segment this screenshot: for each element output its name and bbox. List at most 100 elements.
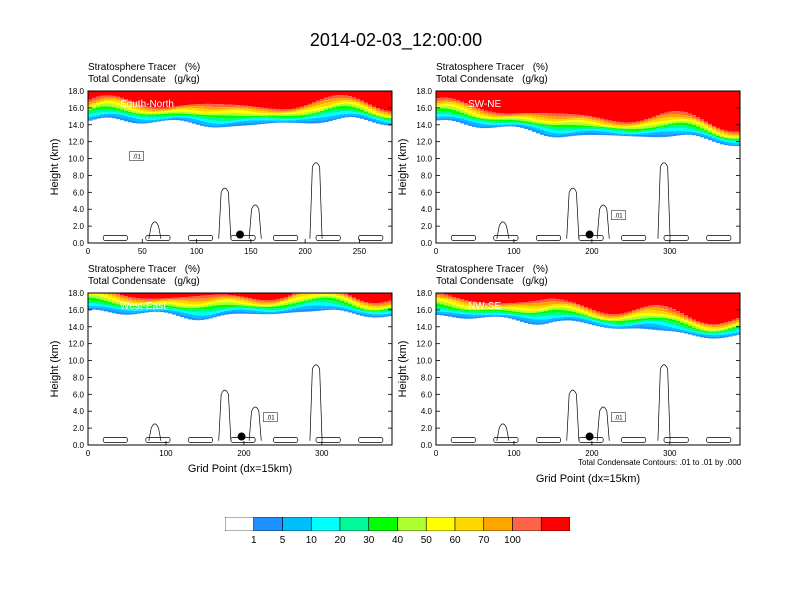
tracer-band <box>292 109 297 111</box>
tracer-band <box>112 101 117 105</box>
tracer-band <box>484 122 489 125</box>
tracer-band <box>160 308 165 310</box>
tracer-band <box>260 306 265 309</box>
tracer-band <box>596 293 601 312</box>
tracer-band <box>220 125 225 128</box>
contour-label: .01 <box>614 214 623 220</box>
tracer-band <box>336 293 341 295</box>
tracer-band <box>128 107 133 110</box>
tracer-band <box>616 315 621 318</box>
tracer-band <box>348 301 353 305</box>
tracer-band <box>376 119 381 122</box>
tracer-band <box>200 123 205 126</box>
tracer-band <box>668 315 673 318</box>
tracer-band <box>652 127 657 129</box>
tracer-band <box>704 293 709 324</box>
tracer-band <box>468 310 473 312</box>
tracer-band <box>680 317 685 319</box>
tracer-band <box>628 326 633 329</box>
tracer-band <box>220 307 225 311</box>
x-tick-label: 0 <box>86 449 91 458</box>
tracer-band <box>212 117 217 121</box>
low-cloud-contour <box>706 437 732 443</box>
tracer-band <box>196 318 201 321</box>
tracer-band <box>132 308 137 311</box>
tracer-band <box>616 134 621 136</box>
tracer-band <box>612 126 617 128</box>
tracer-band <box>256 302 261 305</box>
tracer-band <box>692 130 697 133</box>
tracer-band <box>624 132 629 134</box>
tracer-band <box>268 91 273 109</box>
tracer-band <box>180 118 185 121</box>
tracer-band <box>364 111 369 114</box>
tracer-band <box>468 108 473 111</box>
tracer-band <box>576 306 581 309</box>
tracer-band <box>264 122 269 124</box>
tracer-band <box>332 101 337 104</box>
tracer-band <box>436 114 441 117</box>
tracer-band <box>616 126 621 128</box>
tracer-band <box>532 293 537 302</box>
x-tick-label: 100 <box>159 449 173 458</box>
tracer-band <box>696 132 701 135</box>
tracer-band <box>332 298 337 302</box>
tracer-band <box>324 289 329 292</box>
tracer-band <box>256 301 261 303</box>
tracer-band <box>652 310 657 314</box>
tracer-band <box>244 305 249 307</box>
tracer-band <box>452 107 457 111</box>
tracer-band <box>324 100 329 104</box>
tracer-band <box>252 306 257 308</box>
y-tick-label: 10.0 <box>68 155 84 164</box>
tracer-band <box>220 310 225 312</box>
tracer-band <box>584 125 589 128</box>
tracer-band <box>468 304 473 307</box>
tracer-band <box>588 313 593 316</box>
tracer-band <box>280 109 285 112</box>
tracer-band <box>636 131 641 133</box>
tracer-band <box>444 299 449 303</box>
tracer-band <box>724 323 729 326</box>
tracer-band <box>160 107 165 110</box>
tracer-band <box>448 91 453 99</box>
tracer-band <box>500 116 505 118</box>
tracer-band <box>304 306 309 309</box>
tracer-band <box>532 91 537 114</box>
tracer-band <box>172 293 177 298</box>
tracer-band <box>456 101 461 104</box>
tracer-band <box>212 104 217 108</box>
tracer-band <box>140 91 145 105</box>
tracer-band <box>324 302 329 306</box>
tracer-band <box>376 304 381 307</box>
tracer-band <box>500 315 505 318</box>
tracer-band <box>236 295 241 298</box>
tracer-band <box>688 91 693 114</box>
tracer-band <box>524 315 529 318</box>
tracer-band <box>168 298 173 300</box>
tracer-band <box>372 106 377 108</box>
tracer-band <box>388 122 392 125</box>
tracer-band <box>216 297 221 300</box>
tracer-band <box>484 112 489 115</box>
panel-name: SW-NE <box>468 99 501 110</box>
tracer-band <box>108 307 113 310</box>
tracer-band <box>568 124 573 128</box>
tracer-band <box>628 132 633 135</box>
tracer-band <box>472 91 477 107</box>
tracer-band <box>192 309 197 313</box>
tracer-band <box>112 293 117 296</box>
tracer-band <box>168 301 173 304</box>
tracer-band <box>712 134 717 136</box>
low-cloud-contour <box>535 437 561 443</box>
convective-contour <box>566 187 580 239</box>
tracer-band <box>584 309 589 312</box>
tracer-band <box>328 308 333 310</box>
panel-header-line2: Total Condensate (g/kg) <box>88 276 200 287</box>
tracer-band <box>276 112 281 114</box>
tracer-band <box>576 114 581 117</box>
tracer-band <box>596 126 601 128</box>
tracer-band <box>236 110 241 113</box>
tracer-band <box>304 293 309 296</box>
tracer-band <box>108 115 113 118</box>
